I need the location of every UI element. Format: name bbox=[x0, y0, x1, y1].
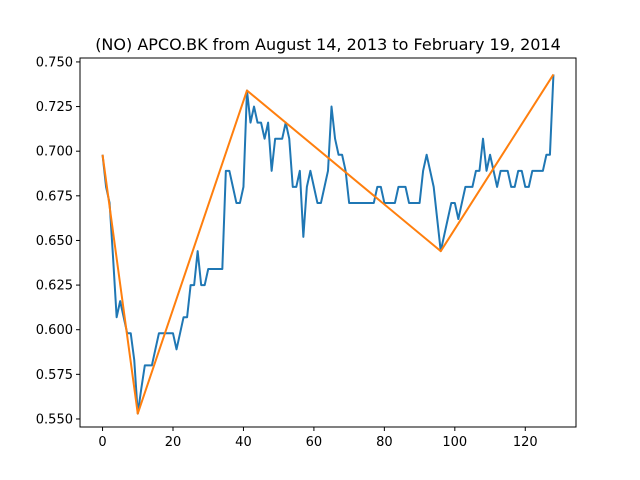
x-tick-label: 100 bbox=[442, 435, 467, 450]
chart-title: (NO) APCO.BK from August 14, 2013 to Feb… bbox=[95, 35, 561, 54]
y-tick-label: 0.750 bbox=[36, 55, 73, 70]
y-tick-label: 0.675 bbox=[36, 189, 73, 204]
series-line-2 bbox=[101, 73, 555, 415]
y-tick-label: 0.725 bbox=[36, 100, 73, 115]
x-tick-label: 40 bbox=[235, 435, 252, 450]
plot-area-frame bbox=[79, 57, 577, 428]
y-tick-label: 0.575 bbox=[36, 368, 73, 383]
x-tick-label: 80 bbox=[376, 435, 393, 450]
series-line-1 bbox=[101, 74, 555, 415]
axis-layer: 0 20 40 60 80 100 120 0.550 0.575 0.600 0.625 0.650… bbox=[36, 55, 538, 450]
y-tick-label: 0.700 bbox=[36, 145, 73, 160]
y-tick-label: 0.600 bbox=[36, 323, 73, 338]
y-tick-label: 0.550 bbox=[36, 412, 73, 427]
x-tick-label: 60 bbox=[306, 435, 323, 450]
x-tick-label: 0 bbox=[98, 435, 106, 450]
x-tick-label: 20 bbox=[165, 435, 182, 450]
y-tick-label: 0.650 bbox=[36, 234, 73, 249]
series-layer bbox=[101, 73, 555, 415]
x-tick-label: 120 bbox=[513, 435, 538, 450]
y-tick-label: 0.625 bbox=[36, 279, 73, 294]
